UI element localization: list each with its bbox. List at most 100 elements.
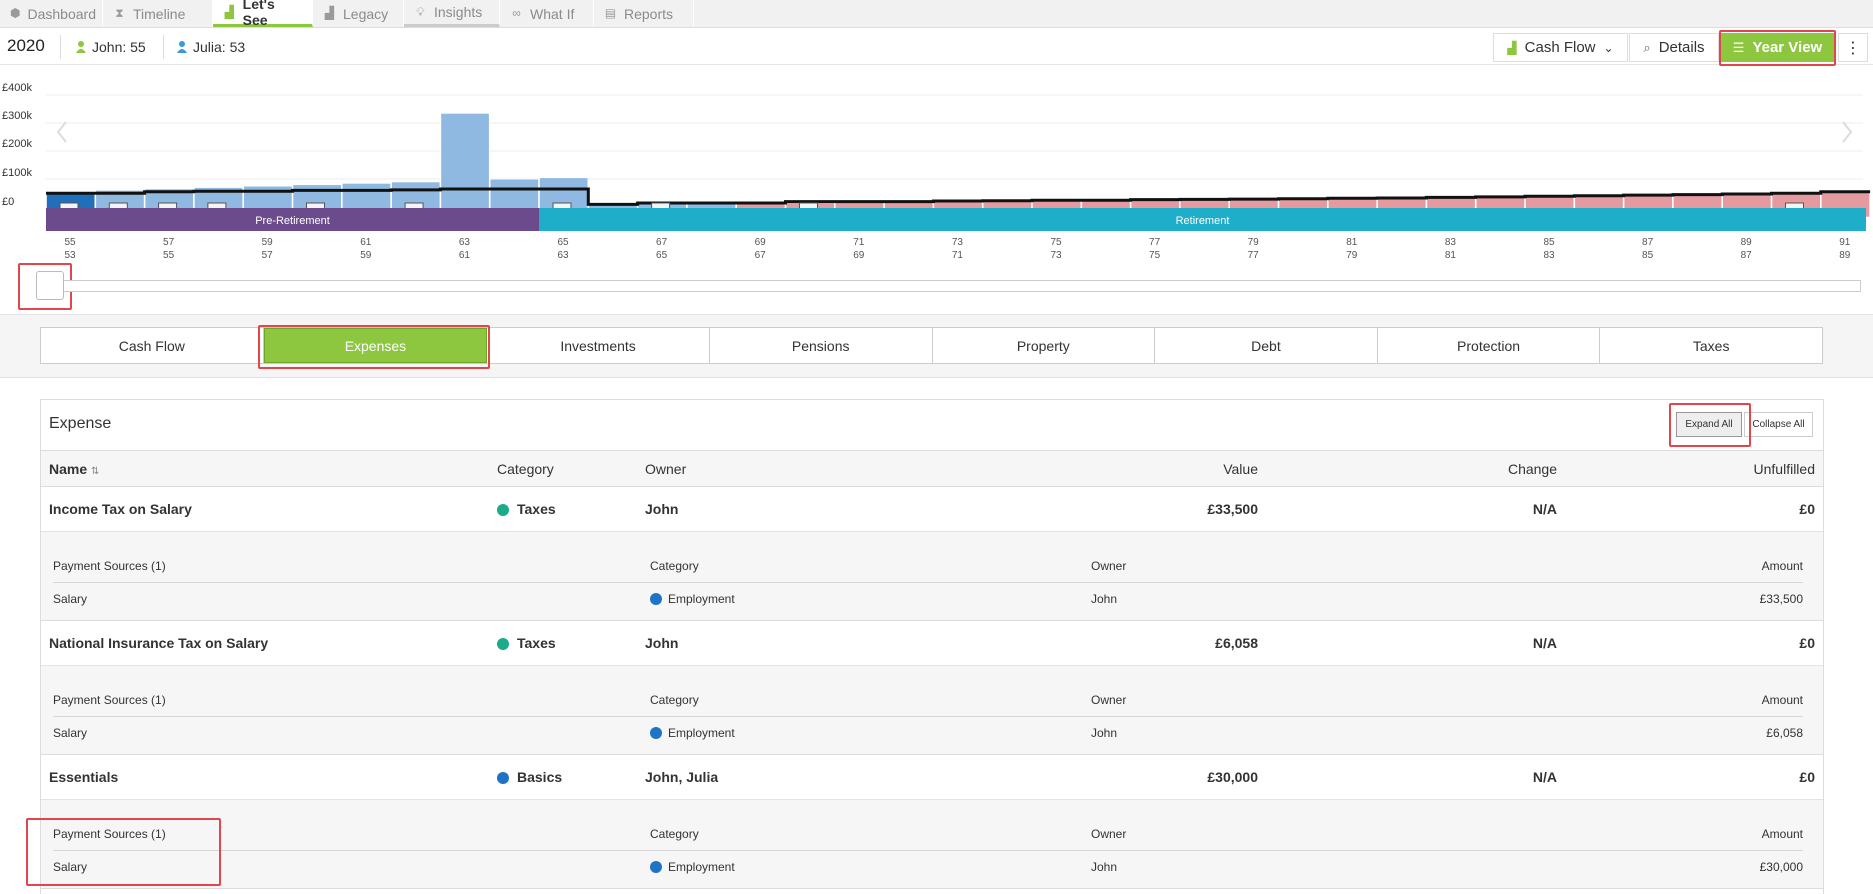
person-julia: Julia: 53 [177, 39, 245, 55]
nav-tab-timeline[interactable]: ⧗ Timeline [103, 0, 213, 27]
binoculars-icon: ∞ [512, 6, 521, 20]
nav-tab-label: Timeline [133, 5, 186, 22]
view-select-label: Cash Flow [1524, 39, 1596, 56]
category-dot [650, 593, 662, 605]
year-view-label: Year View [1752, 39, 1823, 56]
category-label: Basics [517, 769, 563, 785]
nav-tab-legacy[interactable]: ▟ Legacy [313, 0, 404, 27]
cashflow-chart: £400k £300k £200k £100k £0 Pre-Retiremen… [0, 72, 1873, 302]
tab-label: Taxes [1692, 337, 1730, 354]
age-label-julia: 53 [64, 250, 76, 261]
y-tick-label: £400k [2, 82, 32, 94]
more-options-button[interactable]: ⋮ [1838, 33, 1868, 62]
tab-cash-flow[interactable]: Cash Flow [41, 328, 264, 363]
expense-change: N/A [1532, 501, 1557, 517]
button-label: Collapse All [1752, 419, 1805, 430]
category-label: Employment [668, 860, 735, 874]
age-label-julia: 87 [1740, 250, 1752, 261]
expense-category: Basics [497, 769, 562, 785]
category-label: Employment [668, 726, 735, 740]
expense-value: £6,058 [1215, 635, 1258, 651]
person-label: John: 55 [92, 39, 146, 55]
tab-debt[interactable]: Debt [1155, 328, 1378, 363]
chevron-left-icon[interactable] [56, 121, 67, 143]
details-label: Details [1658, 39, 1705, 56]
nav-tab-lets-see[interactable]: ▟ Let's See [213, 0, 313, 28]
timeline-scroll-handle[interactable] [36, 271, 64, 300]
age-label-john: 57 [163, 237, 175, 248]
year-view-button[interactable]: ☰ Year View [1721, 33, 1834, 62]
sub-header-amount: Amount [1761, 827, 1803, 841]
payment-sources-header: Payment Sources (1) [53, 693, 166, 707]
expense-name: Income Tax on Salary [49, 501, 192, 517]
expense-unfulfilled: £0 [1799, 635, 1815, 651]
nav-tab-insights[interactable]: 💡︎ Insights [404, 0, 500, 27]
age-label-john: 87 [1642, 237, 1654, 248]
bar-chart-icon: ▟ [324, 6, 335, 20]
payment-sources-header: Payment Sources (1) [53, 559, 166, 573]
details-button[interactable]: ⌕ Details [1629, 33, 1719, 62]
age-label-john: 63 [458, 237, 470, 248]
table-row[interactable]: Income Tax on Salary Taxes John £33,500 … [41, 487, 1823, 532]
age-label-julia: 55 [163, 250, 175, 261]
source-name: Salary [53, 726, 88, 740]
expense-panel: Expense Expand All Collapse All Name ⇅ C… [40, 399, 1824, 894]
tab-taxes[interactable]: Taxes [1600, 328, 1822, 363]
view-select[interactable]: ▟ Cash Flow ⌄ [1493, 33, 1628, 62]
nav-tab-dashboard[interactable]: ⬢ Dashboard [0, 0, 103, 27]
age-label-julia: 75 [1149, 250, 1161, 261]
expense-change: N/A [1532, 769, 1557, 785]
collapse-all-button[interactable]: Collapse All [1744, 412, 1813, 437]
age-label-john: 69 [754, 237, 766, 248]
nav-tab-reports[interactable]: ▤ Reports [594, 0, 694, 27]
phase-label: Pre-Retirement [255, 215, 330, 227]
nav-tab-label: What If [530, 5, 575, 22]
tab-investments[interactable]: Investments [487, 328, 710, 363]
tab-property[interactable]: Property [933, 328, 1156, 363]
tab-label: Protection [1457, 337, 1521, 354]
kebab-menu-icon: ⋮ [1845, 39, 1861, 57]
category-label: Employment [668, 592, 735, 606]
tab-label: Investments [560, 337, 636, 354]
age-label-julia: 85 [1642, 250, 1654, 261]
divider [53, 582, 1803, 583]
source-category: Employment [650, 592, 735, 606]
sort-icon[interactable]: ⇅ [91, 466, 100, 477]
age-label-julia: 71 [951, 250, 963, 261]
chevron-right-icon[interactable] [1842, 121, 1853, 143]
age-label-john: 77 [1149, 237, 1161, 248]
source-amount: £30,000 [1759, 860, 1803, 874]
list-icon: ☰ [1732, 39, 1745, 55]
cube-icon: ⬢ [10, 6, 21, 20]
tab-expenses[interactable]: Expenses [263, 328, 488, 363]
header-bar: 2020 John: 55 Julia: 53 ▟ Cash Flow ⌄ ⌕ … [0, 29, 1873, 65]
column-header-name[interactable]: Name ⇅ [49, 461, 99, 477]
age-label-julia: 61 [458, 250, 470, 261]
tab-label: Debt [1251, 337, 1281, 354]
expense-unfulfilled: £0 [1799, 501, 1815, 517]
income-bar[interactable] [440, 113, 490, 218]
nav-tab-what-if[interactable]: ∞ What If [500, 0, 594, 27]
source-name: Salary [53, 592, 88, 606]
expand-all-button[interactable]: Expand All [1676, 412, 1742, 437]
hourglass-icon: ⧗ [115, 6, 124, 20]
expense-name: Essentials [49, 769, 119, 785]
expense-value: £30,000 [1207, 769, 1258, 785]
search-icon: ⌕ [1643, 39, 1651, 55]
table-row[interactable]: Essentials Basics John, Julia £30,000 N/… [41, 755, 1823, 800]
sub-header-category: Category [650, 559, 699, 573]
column-header-unfulfilled: Unfulfilled [1753, 461, 1815, 477]
tab-pensions[interactable]: Pensions [710, 328, 933, 363]
table-row[interactable]: National Insurance Tax on Salary Taxes J… [41, 621, 1823, 666]
timeline-scrollbar[interactable] [46, 280, 1861, 292]
tab-protection[interactable]: Protection [1378, 328, 1601, 363]
age-label-julia: 59 [360, 250, 372, 261]
age-label-julia: 63 [557, 250, 569, 261]
tab-label: Expenses [344, 337, 407, 354]
expense-name: National Insurance Tax on Salary [49, 635, 269, 651]
category-dot [650, 727, 662, 739]
age-label-john: 83 [1444, 237, 1456, 248]
sub-header-owner: Owner [1091, 827, 1127, 841]
age-label-john: 65 [557, 237, 569, 248]
source-category: Employment [650, 726, 735, 740]
